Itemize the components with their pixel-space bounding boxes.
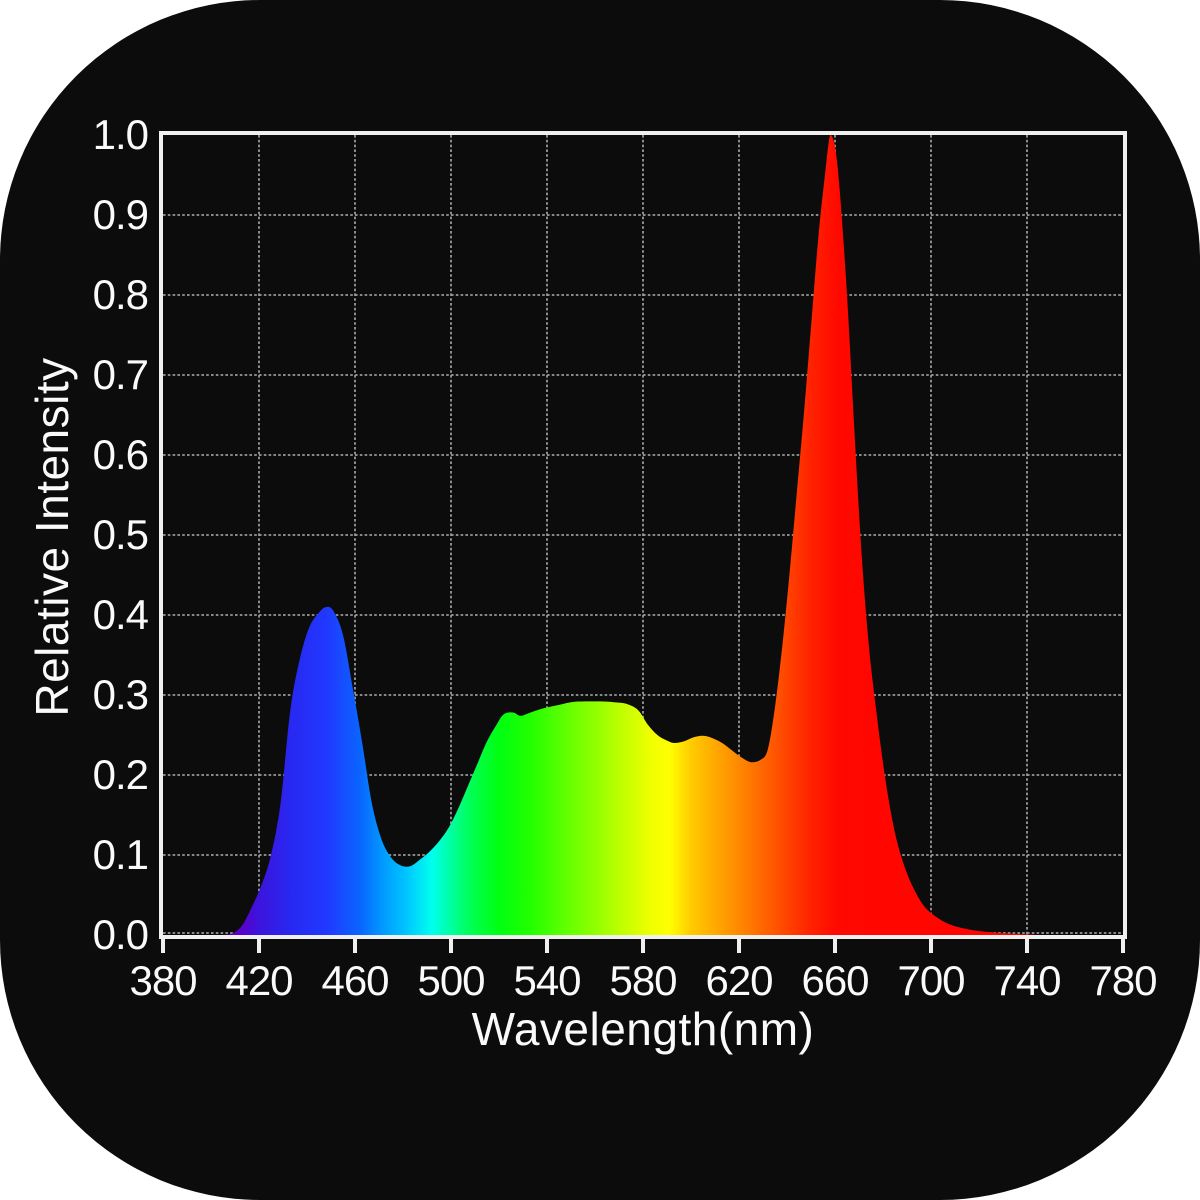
spectrum-area (223, 135, 1039, 935)
x-tick-label: 780 (1089, 957, 1157, 1004)
plot-area (159, 131, 1127, 939)
x-tick-mark (833, 937, 837, 953)
x-tick-label: 620 (705, 957, 773, 1004)
x-tick-mark (929, 937, 933, 953)
y-tick-label: 0.5 (92, 511, 149, 558)
x-tick-label: 380 (129, 957, 197, 1004)
x-tick-label: 540 (513, 957, 581, 1004)
x-tick-label: 460 (321, 957, 389, 1004)
y-tick-label: 0.0 (92, 911, 149, 958)
x-tick-mark (161, 937, 165, 953)
x-tick-mark (449, 937, 453, 953)
x-tick-label: 740 (993, 957, 1061, 1004)
x-tick-mark (1025, 937, 1029, 953)
x-tick-mark (257, 937, 261, 953)
y-tick-label: 0.6 (92, 431, 149, 478)
y-tick-label: 0.4 (92, 591, 149, 638)
x-tick-label: 580 (609, 957, 677, 1004)
x-tick-label: 700 (897, 957, 965, 1004)
x-tick-mark (641, 937, 645, 953)
x-axis-title: Wavelength(nm) (471, 1003, 815, 1055)
x-tick-mark (353, 937, 357, 953)
y-tick-label: 0.9 (92, 191, 149, 238)
x-tick-label: 420 (225, 957, 293, 1004)
x-tick-mark (737, 937, 741, 953)
spectrum-chart (163, 135, 1123, 935)
x-tick-label: 500 (417, 957, 485, 1004)
y-tick-label: 0.1 (92, 831, 149, 878)
y-tick-label: 0.7 (92, 351, 149, 398)
x-tick-mark (1121, 937, 1125, 953)
x-tick-mark (545, 937, 549, 953)
y-tick-label: 0.3 (92, 671, 149, 718)
y-tick-label: 1.0 (92, 111, 149, 158)
y-tick-label: 0.8 (92, 271, 149, 318)
y-tick-label: 0.2 (92, 751, 149, 798)
x-tick-label: 660 (801, 957, 869, 1004)
